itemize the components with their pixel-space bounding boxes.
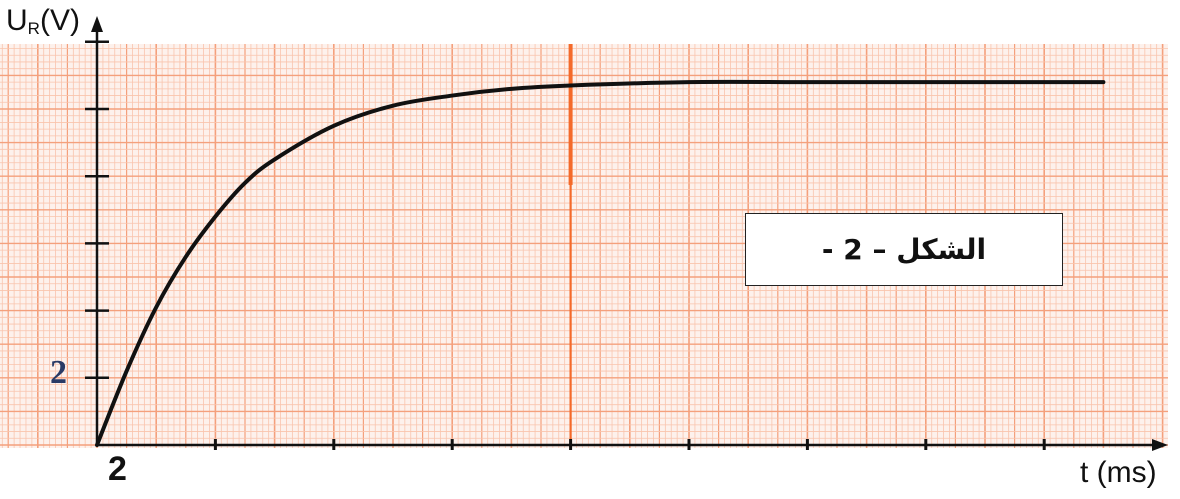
y-axis-arrow (91, 16, 103, 32)
y-axis-label: UR(V) (6, 4, 80, 38)
x-axis-arrow (1152, 439, 1168, 451)
series (95, 79, 1106, 447)
x-tick-label: 2 (108, 450, 127, 488)
figure-caption-box: الشكل – 2 - (745, 213, 1063, 286)
axes (85, 16, 1168, 451)
grid (0, 44, 1168, 448)
y-tick-label: 2 (50, 354, 67, 391)
x-axis-label: t (ms) (1080, 456, 1157, 489)
figure-caption: الشكل – 2 - (821, 233, 987, 266)
series-line (95, 79, 1106, 447)
